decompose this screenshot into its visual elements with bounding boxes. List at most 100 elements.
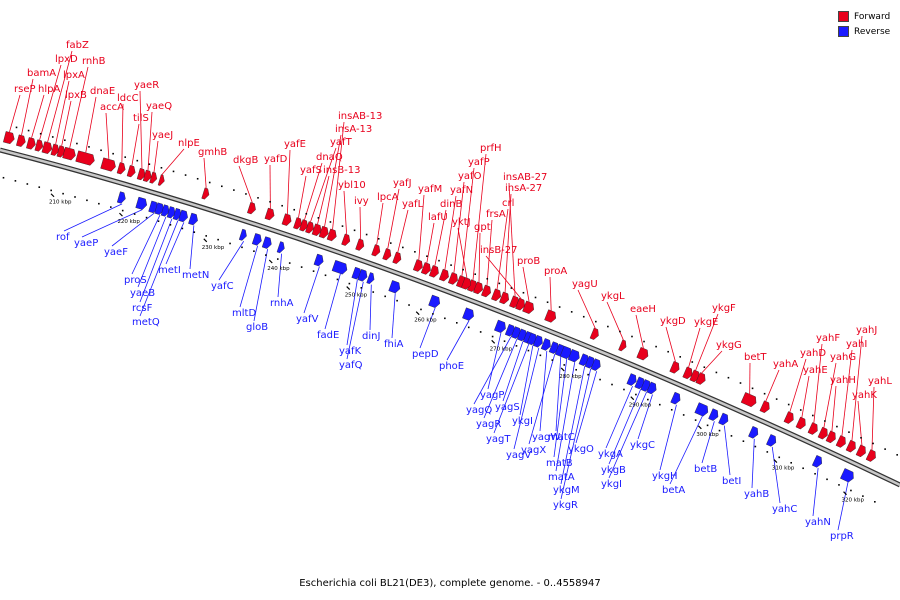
minor-tick-outer [703, 366, 706, 369]
minor-tick-outer [739, 382, 742, 384]
reverse-label-betB-42: betB [694, 464, 717, 475]
forward-gene-yahI [835, 435, 846, 448]
reverse-leader-yagX-29 [528, 354, 556, 445]
reverse-label-ykgO-35: ykgO [568, 444, 594, 455]
forward-gene-ivy [355, 238, 365, 251]
reverse-gene-yahB-44 [748, 425, 759, 439]
reverse-label-ykgH-40: ykgH [652, 471, 678, 482]
minor-tick-inner [265, 254, 267, 256]
forward-gene-yafN [438, 268, 449, 282]
minor-tick-outer [365, 233, 368, 236]
minor-tick-outer [534, 296, 537, 299]
forward-label-insAB-13: insAB-13 [338, 111, 382, 122]
minor-tick-outer [546, 301, 549, 304]
reverse-gene-mltD-10 [251, 233, 262, 246]
forward-leader-rseP [9, 94, 21, 133]
minor-tick-inner [324, 274, 327, 277]
forward-leader-dnaE [85, 96, 97, 153]
forward-label-eaeH: eaeH [630, 304, 656, 315]
reverse-gene-pepD-19 [428, 294, 441, 308]
legend-reverse: Reverse [838, 24, 890, 39]
forward-leader-yaeR [139, 90, 143, 169]
forward-gene-yahD [783, 411, 794, 424]
forward-leader-eaeH [635, 314, 644, 349]
minor-tick-inner [444, 317, 446, 320]
forward-leader-yafT [310, 147, 337, 222]
forward-leader-yafL [397, 209, 409, 253]
forward-label-frsA: frsA [486, 209, 506, 220]
reverse-leader-prpR-47 [837, 481, 849, 531]
minor-tick-outer [233, 189, 235, 191]
forward-leader-yafP [461, 167, 475, 277]
minor-tick-outer [245, 193, 247, 195]
minor-tick-outer [787, 403, 790, 406]
reverse-label-gloB-11: gloB [246, 322, 268, 333]
forward-gene-nlpE [157, 174, 165, 186]
scale-tick-label: 290 kbp [629, 403, 652, 409]
minor-tick-outer [317, 217, 320, 219]
minor-tick-inner [467, 326, 470, 329]
legend: Forward Reverse [838, 9, 890, 39]
forward-leader-insB-27 [485, 255, 522, 299]
forward-gene-yafD [264, 207, 275, 221]
minor-tick-outer [667, 350, 669, 353]
minor-tick-outer [426, 255, 428, 258]
reverse-label-ykgA-36: ykgA [598, 449, 623, 460]
reverse-label-yagW-28: yagW [532, 432, 560, 443]
reverse-leader-yagR-23 [483, 338, 518, 419]
reverse-label-fhiA-18: fhiA [384, 339, 404, 350]
forward-leader-yafS [298, 175, 307, 218]
forward-gene-yafJ [382, 248, 392, 261]
forward-gene-lpcA [371, 244, 381, 257]
forward-label-yaeR: yaeR [134, 80, 159, 91]
minor-tick-outer [848, 431, 850, 433]
forward-leader-ykgG [701, 350, 723, 374]
forward-gene-tilS [126, 165, 136, 178]
forward-leader-insB-13 [317, 175, 330, 225]
reverse-label-ykgR-34: ykgR [553, 500, 578, 511]
forward-leader-dinB [434, 209, 447, 266]
forward-leader-proA [549, 276, 552, 311]
minor-tick-outer [607, 325, 609, 328]
minor-tick-outer [88, 146, 90, 148]
forward-label-yahD: yahD [800, 348, 826, 359]
forward-label-yahG: yahG [830, 352, 856, 363]
minor-tick-inner [157, 220, 160, 222]
forward-gene-dnaQ [299, 219, 309, 232]
minor-tick-inner [74, 196, 76, 198]
forward-gene-yafT [305, 221, 315, 234]
forward-label-yaeJ: yaeJ [152, 130, 173, 141]
forward-leader-yafE [287, 149, 291, 215]
reverse-label-yahN-46: yahN [805, 517, 831, 528]
minor-tick-inner [575, 368, 577, 371]
forward-swatch [838, 11, 849, 22]
minor-tick-inner [432, 313, 434, 315]
minor-tick-inner [802, 467, 804, 470]
minor-tick-outer [389, 242, 392, 244]
minor-tick-outer [27, 129, 30, 132]
minor-tick-outer [486, 277, 489, 280]
reverse-gene-matA-32 [567, 348, 580, 363]
reverse-label-ykgC-39: ykgC [630, 440, 655, 451]
forward-gene-yahL [865, 449, 876, 462]
forward-label-yafO: yafO [458, 171, 482, 182]
reverse-label-yagQ-22: yagQ [466, 405, 492, 416]
genome-caption: Escherichia coli BL21(DE3), complete gen… [299, 578, 601, 589]
forward-leader-yafO [453, 181, 465, 274]
minor-tick-outer [160, 166, 163, 169]
minor-tick-inner [874, 500, 876, 503]
minor-tick-outer [570, 311, 573, 313]
forward-label-betT: betT [744, 352, 767, 363]
forward-gene-ybl10 [341, 233, 351, 246]
forward-leader-fabZ [47, 50, 73, 143]
minor-tick-inner [790, 461, 792, 464]
reverse-leader-ykgI-26 [519, 345, 534, 416]
minor-tick-outer [872, 442, 874, 445]
reverse-leader-matC-30 [555, 356, 562, 432]
forward-label-ivy: ivy [354, 196, 369, 207]
reverse-gene-yafQ-16 [357, 269, 368, 282]
forward-leader-ykgE [688, 327, 701, 368]
forward-leader-dkgB [238, 165, 253, 203]
forward-label-yafP: yafP [468, 157, 490, 168]
reverse-gene-betA-41 [694, 402, 709, 417]
